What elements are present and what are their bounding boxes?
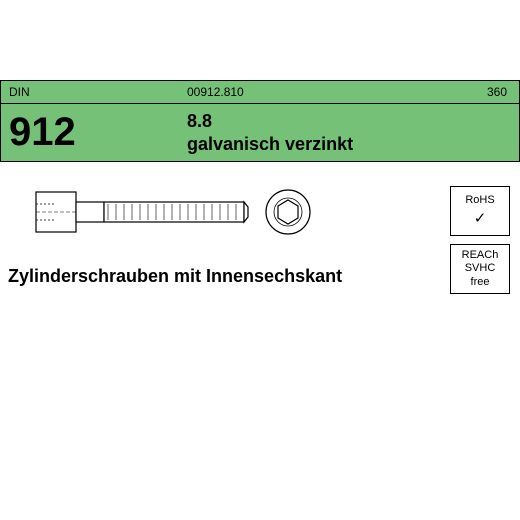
check-icon: ✓ <box>474 210 487 228</box>
surface-finish: galvanisch verzinkt <box>187 134 519 155</box>
rohs-label: RoHS <box>465 194 494 207</box>
material-grade: 8.8 <box>187 111 519 132</box>
header-bar: DIN 00912.810 360 <box>0 80 520 104</box>
reach-line3: free <box>471 276 490 289</box>
reach-line2: SVHC <box>465 262 496 275</box>
standard-label: DIN <box>1 85 117 99</box>
rohs-badge: RoHS ✓ <box>450 186 510 236</box>
spec-band: 912 8.8 galvanisch verzinkt <box>0 104 520 162</box>
screw-illustration <box>30 182 320 242</box>
compliance-badges: RoHS ✓ REACh SVHC free <box>450 186 510 294</box>
reach-badge: REACh SVHC free <box>450 244 510 294</box>
spec-block: 8.8 galvanisch verzinkt <box>117 104 519 161</box>
product-datasheet: DIN 00912.810 360 912 8.8 galvanisch ver… <box>0 80 520 440</box>
product-code: 00912.810 <box>117 85 439 99</box>
din-number: 912 <box>1 104 117 161</box>
product-title: Zylinderschrauben mit Innensechskant <box>8 266 342 287</box>
page-number: 360 <box>439 85 519 99</box>
reach-line1: REACh <box>462 249 499 262</box>
